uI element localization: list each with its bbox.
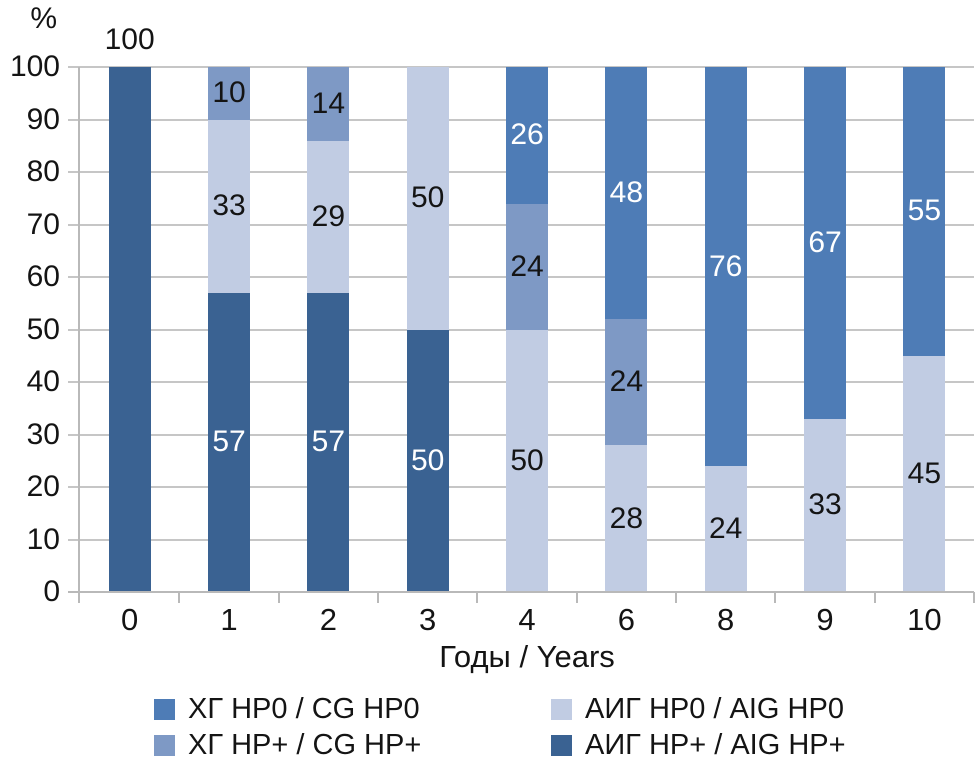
x-axis-tick-label: 2 [319,602,337,637]
y-axis-line [78,67,80,603]
x-axis-title: Годы / Years [439,639,615,674]
x-axis-tick [277,592,280,603]
bar-segment-aig-hp0 [208,119,250,293]
y-axis-tick-label: 10 [26,522,60,556]
x-axis-tick [873,592,876,603]
bar-value-label: 29 [311,199,346,233]
x-axis-tick-label: 9 [816,602,834,637]
x-axis-line [68,591,974,593]
legend-label-aig-hp0: АИГ НР0 / AIG HP0 [585,693,844,725]
bar-segment-aig-hp0 [804,418,846,592]
legend-swatch-aig-hpp [551,734,572,756]
y-axis-tick-label: 80 [26,155,60,188]
bar-value-label: 14 [311,86,346,120]
x-axis-tick-label: 0 [121,602,139,637]
y-axis-tick-label: 0 [43,575,60,608]
bar-value-label: 55 [907,194,942,228]
bar-value-label: 100 [104,23,155,56]
bar-value-label: 24 [609,365,644,398]
x-axis-tick [476,592,479,603]
bar-segment-cg-hp0 [506,67,548,204]
x-axis-tick-label: 6 [617,602,635,637]
bar-segment-cg-hpp [307,67,350,141]
bar-value-label: 67 [808,225,842,259]
legend-item-aig-hpp: АИГ НР+ / AIG HP+ [551,730,846,760]
bar-value-label: 50 [410,181,445,215]
bar-segment-aig-hp0 [506,329,548,592]
y-axis-tick-label: 60 [26,260,60,293]
x-axis-tick [575,592,578,603]
bar-segment-cg-hp0 [804,67,846,419]
bar-segment-aig-hp0 [704,466,747,592]
y-axis-tick-label: 40 [26,365,60,398]
y-axis-unit-label: % [30,2,57,35]
bar-segment-cg-hp0 [605,67,648,319]
bar-segment-aig-hpp [208,292,250,592]
bar-value-label: 48 [609,176,644,209]
bar-value-label: 45 [907,456,942,490]
y-axis-tick-label: 100 [9,50,60,83]
legend-item-cg-hp0: ХГ НР0 / CG HP0 [154,694,420,724]
bar-value-label: 24 [510,249,544,283]
bar-segment-cg-hp0 [903,67,946,356]
x-axis-tick-label: 1 [220,602,238,637]
x-axis-tick [377,592,379,603]
legend-label-cg-hp0: ХГ НР0 / CG HP0 [188,693,420,725]
bar-value-label: 76 [708,249,743,283]
bar-segment-aig-hp0 [605,445,648,592]
bar-segment-cg-hpp [208,67,250,120]
bar-segment-aig-hpp [307,292,350,592]
y-axis-tick-label: 70 [26,207,60,241]
legend-label-aig-hpp: АИГ НР+ / AIG HP+ [585,729,846,761]
y-axis-tick-label: 50 [26,312,60,346]
legend-item-aig-hp0: АИГ НР0 / AIG HP0 [551,694,844,724]
y-axis-tick-label: 90 [26,102,60,136]
bar-segment-aig-hpp [406,329,449,592]
bar-value-label: 50 [510,443,544,477]
x-axis-tick [973,592,975,603]
bar-segment-aig-hp0 [307,140,350,293]
bar-value-label: 57 [212,425,246,459]
bar-value-label: 10 [212,76,246,110]
x-axis-tick-label: 8 [717,602,735,637]
x-axis-tick-label: 3 [419,602,437,637]
bar-value-label: 28 [609,501,644,535]
bar-segment-aig-hp0 [406,67,449,330]
bar-value-label: 26 [510,118,544,152]
x-axis-tick-label: 4 [518,602,536,637]
bar-segment-cg-hp0 [704,67,747,466]
bar-segment-aig-hp0 [903,355,946,592]
bar-value-label: 50 [410,443,445,477]
y-axis-tick-label: 20 [26,470,60,503]
bar-segment-cg-hpp [506,203,548,330]
legend-swatch-cg-hpp [154,734,175,756]
legend-label-cg-hpp: ХГ НР+ / CG HP+ [188,729,422,761]
bar-value-label: 57 [311,425,346,459]
x-axis-tick-label: 10 [907,602,942,637]
bar-value-label: 24 [708,512,743,545]
legend-swatch-cg-hp0 [154,698,175,720]
bar-segment-aig-hpp [108,67,151,592]
legend-item-cg-hpp: ХГ НР+ / CG HP+ [154,730,421,760]
x-axis-tick [178,592,181,603]
x-axis-tick [675,592,677,603]
y-axis-tick-label: 30 [26,417,60,451]
bar-value-label: 33 [212,189,246,223]
x-axis-tick [774,592,777,603]
bar-segment-cg-hpp [605,319,648,445]
bar-value-label: 33 [808,488,842,522]
legend-swatch-aig-hp0 [551,698,572,720]
